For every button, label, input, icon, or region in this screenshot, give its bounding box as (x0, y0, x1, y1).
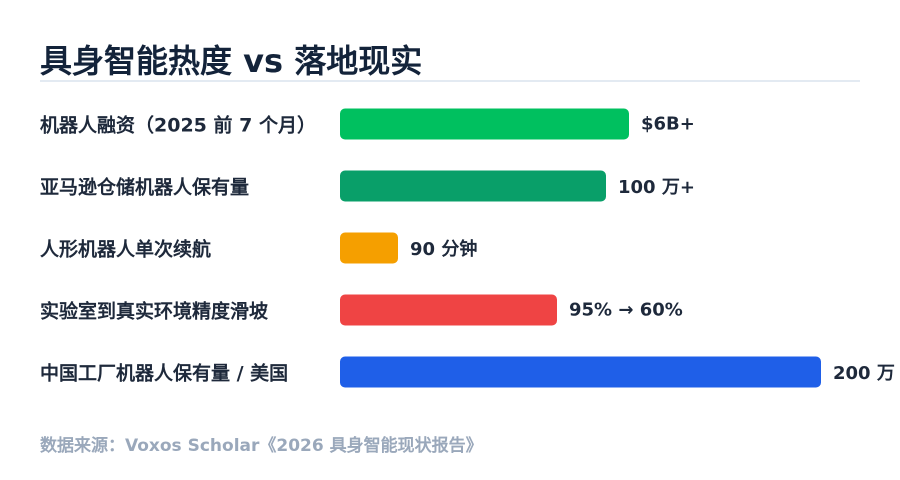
row-label: 亚马逊仓储机器人保有量 (40, 176, 250, 199)
bar (340, 170, 606, 202)
value-label: 100 万+ (618, 177, 695, 198)
bar (340, 356, 821, 388)
row-label: 中国工厂机器人保有量 / 美国 (40, 362, 289, 385)
value-label: 90 分钟 (410, 239, 478, 260)
bar (340, 108, 629, 140)
title: 具身智能热度 vs 落地现实 (40, 42, 423, 80)
bar (340, 294, 557, 326)
title-rule (40, 80, 860, 82)
source-note: 数据来源：Voxos Scholar《2026 具身智能现状报告》 (40, 436, 483, 456)
value-label: $6B+ (641, 113, 695, 135)
row-label: 人形机器人单次续航 (40, 238, 212, 261)
row-label: 机器人融资（2025 前 7 个月） (40, 114, 316, 137)
value-label: 200 万 / (833, 363, 900, 384)
value-label: 95% → 60% (569, 299, 683, 321)
row-label: 实验室到真实环境精度滑坡 (40, 300, 269, 323)
bar (340, 232, 398, 264)
